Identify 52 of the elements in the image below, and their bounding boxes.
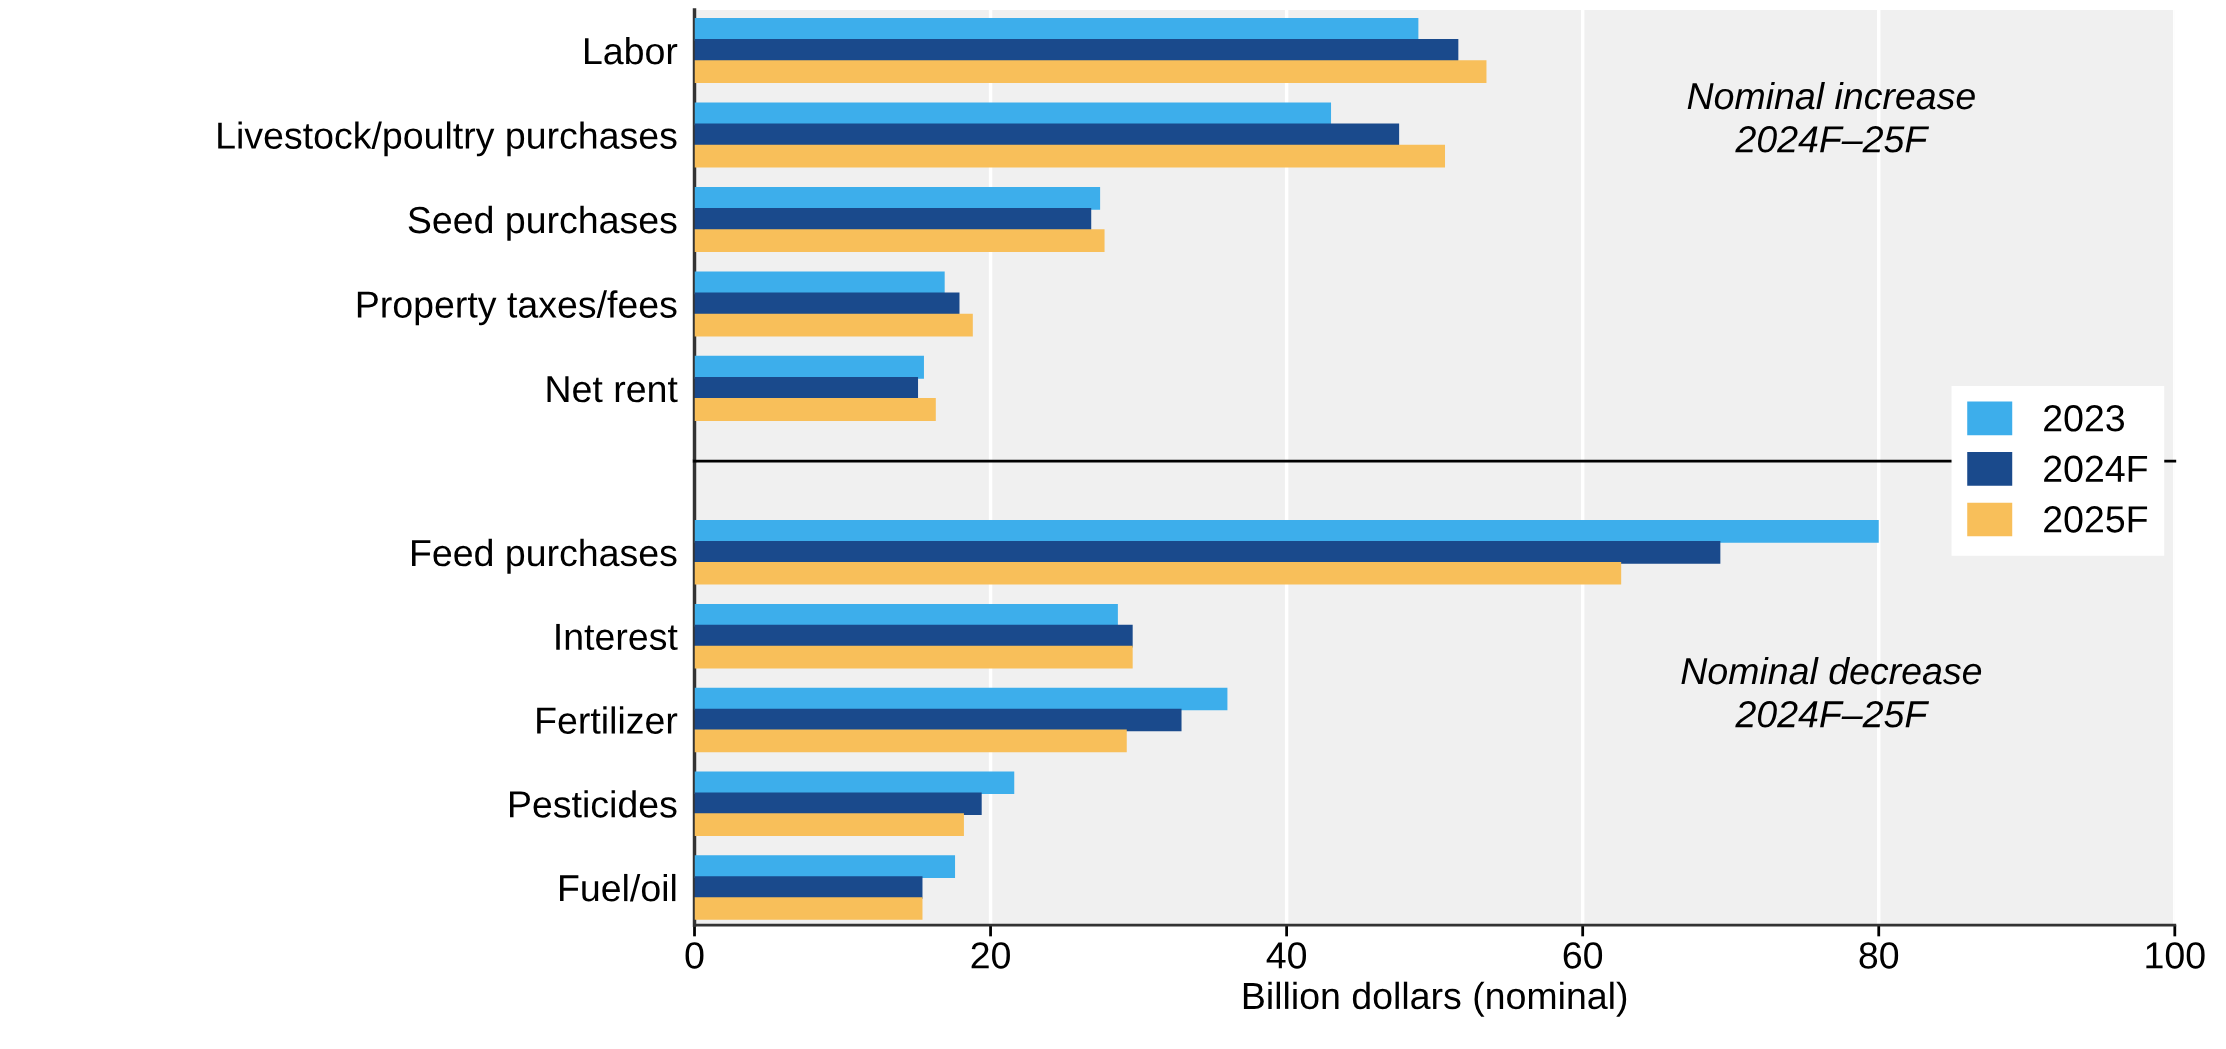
bar <box>694 771 1015 795</box>
x-tick-label: 100 <box>2146 942 2205 969</box>
x-tick-label: 0 <box>685 942 704 969</box>
y-tick-label: Fuel/oil <box>560 873 676 902</box>
bar <box>694 313 973 337</box>
legend-label: 2023 <box>2044 405 2125 432</box>
bar <box>694 562 1622 585</box>
y-tick-label: Fertilizer <box>537 706 678 734</box>
legend-label: 2024F <box>2044 455 2148 483</box>
bar <box>694 102 1332 126</box>
bar <box>694 292 960 316</box>
y-tick-label: Property taxes/fees <box>357 290 677 326</box>
bar <box>694 603 1118 627</box>
bar <box>694 398 936 421</box>
bar <box>694 729 1127 753</box>
bar <box>694 39 1459 62</box>
bar <box>694 60 1487 84</box>
x-tick-label: 60 <box>1563 942 1603 969</box>
bar <box>694 645 1133 669</box>
bar <box>694 855 956 878</box>
y-tick-label: Labor <box>585 36 678 65</box>
bar <box>694 123 1400 147</box>
bar <box>694 144 1446 168</box>
y-tick-label: Interest <box>556 623 678 651</box>
bar <box>694 897 923 920</box>
bar <box>694 541 1721 564</box>
y-tick-label: Pesticides <box>510 790 677 818</box>
y-tick-label: Seed purchases <box>408 205 677 241</box>
bar <box>694 271 945 295</box>
bar <box>694 876 923 899</box>
bar <box>694 624 1133 648</box>
bar <box>694 355 924 379</box>
legend-label: 2025F <box>2044 506 2148 533</box>
bar <box>694 229 1105 252</box>
bar <box>694 708 1182 732</box>
bar <box>694 17 1419 41</box>
y-tick-label: Livestock/poultry purchases <box>218 121 677 157</box>
bar <box>694 687 1228 711</box>
x-tick-label: 20 <box>971 942 1010 969</box>
bar <box>694 792 982 816</box>
y-tick-label: Feed purchases <box>412 538 677 574</box>
y-tick-label: Net rent <box>547 376 678 403</box>
bar <box>694 376 919 400</box>
annotation: Nominal decrease 2024F–25F <box>1681 656 1982 728</box>
x-tick-label: 40 <box>1266 942 1307 969</box>
bar <box>694 186 1101 210</box>
bar <box>694 520 1879 543</box>
bar <box>694 813 964 836</box>
bar <box>694 208 1092 231</box>
x-tick-label: 80 <box>1859 942 1899 969</box>
x-axis-title: Billion dollars (nominal) <box>1243 981 1627 1017</box>
annotation: Nominal increase 2024F–25F <box>1687 81 1975 153</box>
